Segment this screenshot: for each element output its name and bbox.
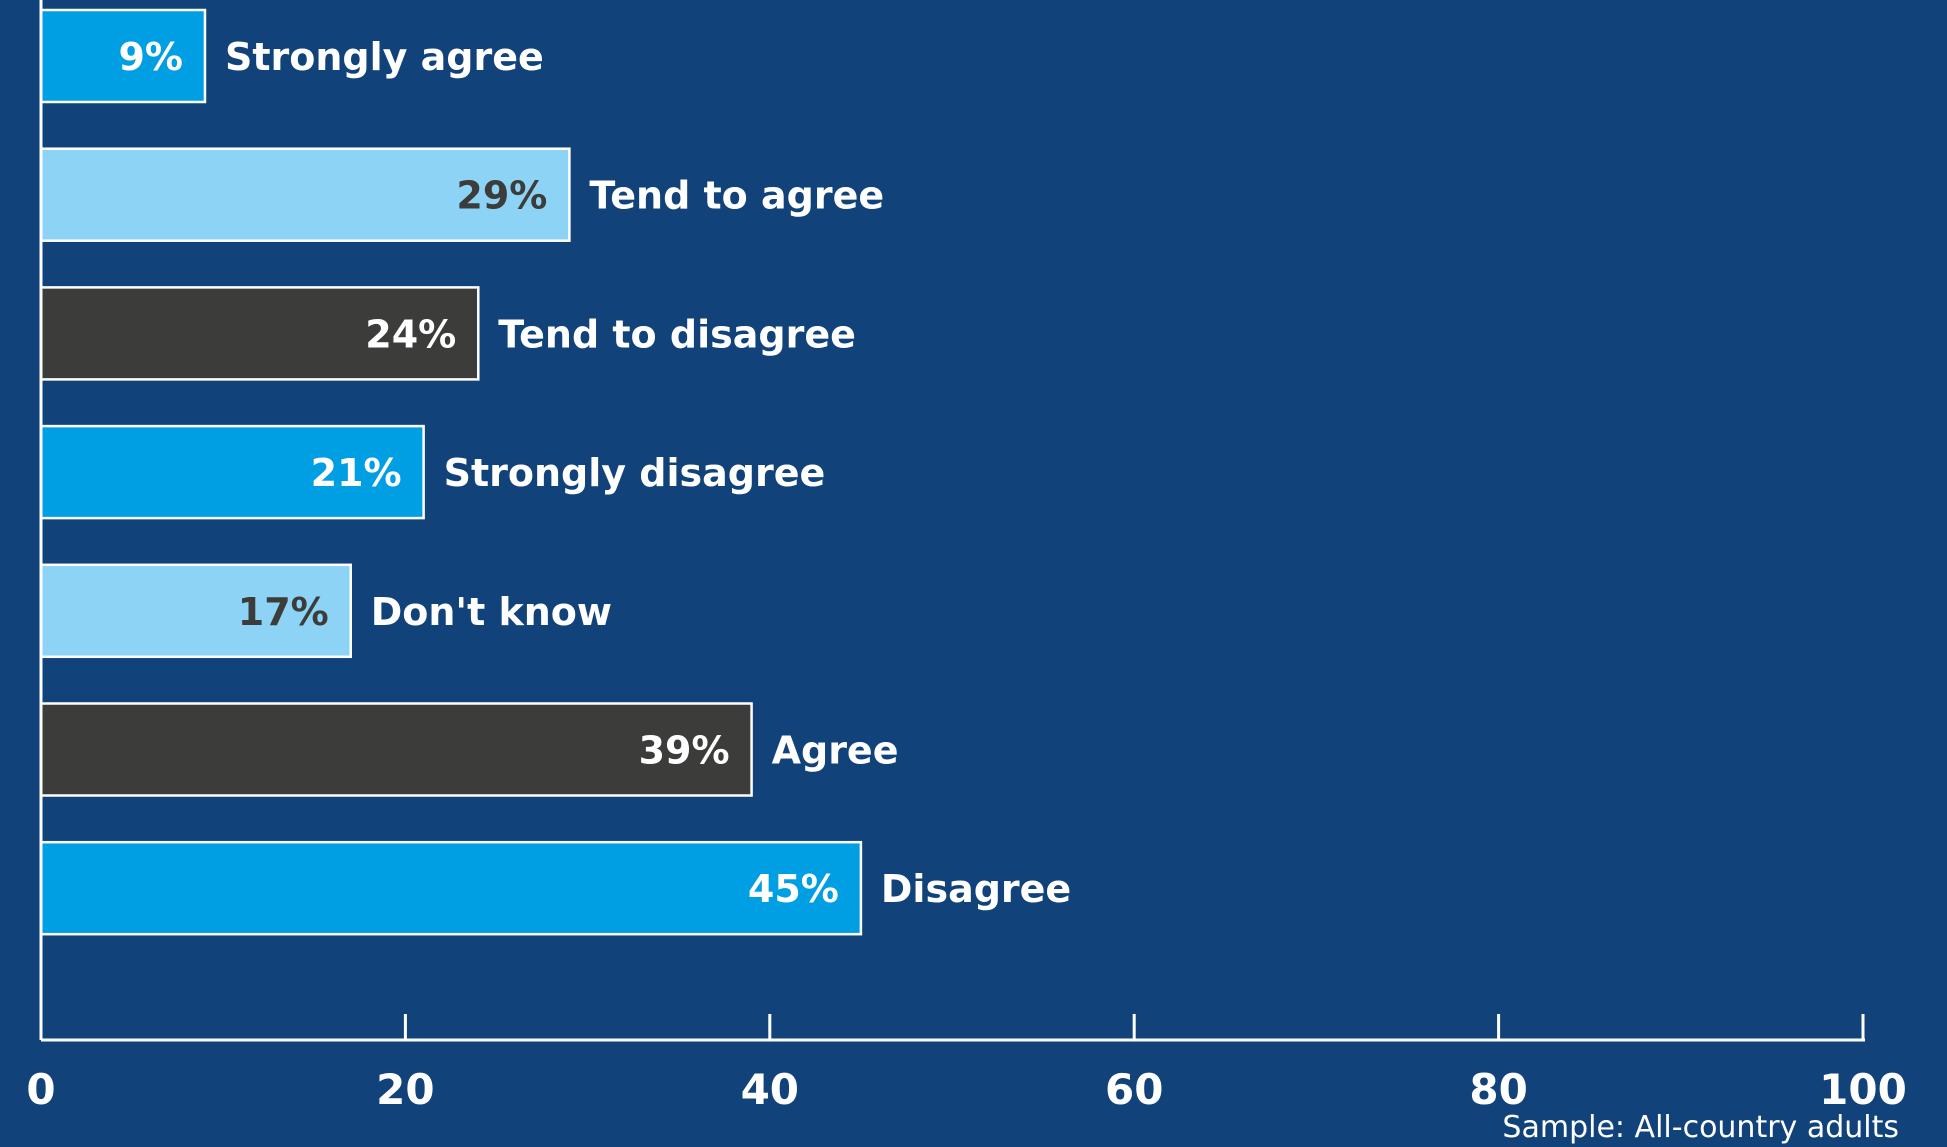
bar-group: 24% Tend to disagree bbox=[39, 286, 856, 381]
bar-category-label: Tend to disagree bbox=[498, 312, 856, 356]
bar-value-label: 45% bbox=[748, 867, 839, 911]
x-tick-label: 40 bbox=[741, 1065, 799, 1114]
bar-value-label: 39% bbox=[639, 729, 730, 773]
bars-layer: 9% Strongly agree 29% Tend to agree 24% Tend … bbox=[39, 8, 1071, 936]
x-tick-label: 20 bbox=[376, 1065, 434, 1114]
bar bbox=[39, 840, 863, 936]
bar-category-label: Strongly disagree bbox=[444, 451, 826, 495]
bar-group: 29% Tend to agree bbox=[39, 147, 884, 242]
bar-group: 39% Agree bbox=[39, 702, 899, 797]
bar bbox=[39, 563, 352, 659]
bar-group: 21% Strongly disagree bbox=[39, 424, 826, 520]
x-tick-label: 100 bbox=[1819, 1065, 1907, 1114]
x-tick-label: 0 bbox=[26, 1065, 55, 1114]
x-tick-label: 60 bbox=[1105, 1065, 1163, 1114]
bar bbox=[39, 147, 571, 242]
x-axis: 0 20 40 60 80 100 bbox=[26, 0, 1907, 1114]
bar-value-label: 24% bbox=[365, 312, 456, 356]
bar-value-label: 17% bbox=[238, 590, 329, 634]
bar-value-label: 9% bbox=[118, 35, 183, 79]
bar-category-label: Agree bbox=[772, 729, 899, 773]
bar-category-label: Don't know bbox=[371, 590, 612, 634]
bar bbox=[39, 286, 480, 381]
x-tick-label: 80 bbox=[1469, 1065, 1527, 1114]
bar-group: 45% Disagree bbox=[39, 840, 1071, 936]
bar-category-label: Strongly agree bbox=[225, 35, 544, 79]
bar-value-label: 21% bbox=[311, 451, 402, 495]
bar-category-label: Disagree bbox=[881, 867, 1071, 911]
sample-note: Sample: All-country adults bbox=[1502, 1110, 1899, 1145]
bar bbox=[39, 424, 425, 520]
bar-value-label: 29% bbox=[456, 174, 547, 218]
bar-group: 17% Don't know bbox=[39, 563, 612, 659]
bar bbox=[39, 8, 207, 104]
bar-group: 9% Strongly agree bbox=[39, 8, 544, 104]
bar-category-label: Tend to agree bbox=[589, 174, 884, 218]
